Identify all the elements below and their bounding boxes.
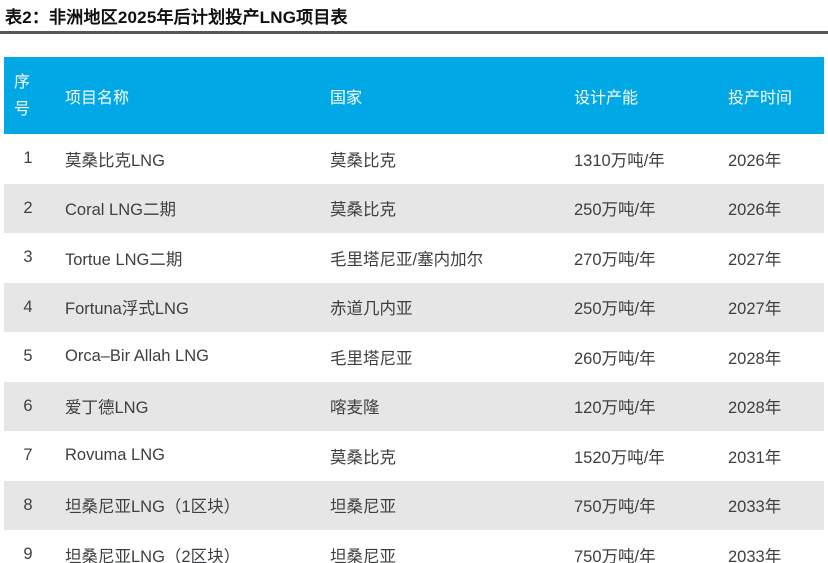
- table-row: 7 Rovuma LNG 莫桑比克 1520万吨/年 2031年: [4, 431, 824, 481]
- table-row: 8 坦桑尼亚LNG（1区块） 坦桑尼亚 750万吨/年 2033年: [4, 480, 824, 530]
- header-label-number: 序号: [14, 73, 31, 118]
- cell-country: 莫桑比克: [330, 201, 396, 220]
- cell-start-date: 2031年: [728, 448, 782, 467]
- cell-country: 坦桑尼亚: [330, 547, 396, 563]
- cell-country: 莫桑比克: [330, 151, 396, 170]
- cell-project-name: Fortuna浮式LNG: [65, 300, 189, 319]
- cell-number: 5: [23, 347, 33, 366]
- table-row: 1 莫桑比克LNG 莫桑比克 1310万吨/年 2026年: [4, 134, 824, 184]
- cell-capacity: 750万吨/年: [574, 547, 656, 563]
- cell-number: 6: [23, 396, 33, 415]
- cell-project-name: Rovuma LNG: [65, 446, 165, 465]
- cell-number: 4: [23, 297, 33, 316]
- cell-country: 莫桑比克: [330, 448, 396, 467]
- cell-capacity: 1520万吨/年: [574, 448, 665, 467]
- header-cell-start-date: 投产时间: [728, 89, 793, 107]
- cell-number: 3: [23, 248, 33, 267]
- cell-start-date: 2033年: [728, 547, 782, 563]
- cell-start-date: 2028年: [728, 349, 782, 368]
- cell-number: 1: [23, 149, 33, 168]
- table-row: 4 Fortuna浮式LNG 赤道几内亚 250万吨/年 2027年: [4, 282, 824, 332]
- cell-capacity: 260万吨/年: [574, 349, 656, 368]
- table-row: 9 坦桑尼亚LNG（2区块） 坦桑尼亚 750万吨/年 2033年: [4, 530, 824, 563]
- table-row: 2 Coral LNG二期 莫桑比克 250万吨/年 2026年: [4, 183, 824, 233]
- cell-start-date: 2027年: [728, 250, 782, 269]
- cell-project-name: 莫桑比克LNG: [65, 151, 165, 170]
- cell-project-name: 坦桑尼亚LNG（2区块）: [65, 547, 241, 563]
- cell-project-name: Coral LNG二期: [65, 201, 176, 220]
- cell-capacity: 750万吨/年: [574, 498, 656, 517]
- cell-country: 喀麦隆: [330, 399, 380, 418]
- cell-project-name: 爱丁德LNG: [65, 399, 149, 418]
- header-cell-number: 序号: [4, 57, 62, 134]
- header-cell-country: 国家: [330, 89, 363, 107]
- cell-country: 坦桑尼亚: [330, 498, 396, 517]
- table-title: 表2：非洲地区2025年后计划投产LNG项目表: [5, 8, 348, 27]
- cell-capacity: 1310万吨/年: [574, 151, 665, 170]
- cell-capacity: 250万吨/年: [574, 201, 656, 220]
- header-cell-project-name: 项目名称: [65, 89, 130, 107]
- table-row: 3 Tortue LNG二期 毛里塔尼亚/塞内加尔 270万吨/年 2027年: [4, 233, 824, 283]
- cell-country: 赤道几内亚: [330, 300, 413, 319]
- cell-country: 毛里塔尼亚/塞内加尔: [330, 250, 484, 269]
- cell-number: 2: [23, 198, 33, 217]
- cell-start-date: 2026年: [728, 151, 782, 170]
- title-divider: [0, 31, 828, 34]
- cell-capacity: 270万吨/年: [574, 250, 656, 269]
- cell-start-date: 2027年: [728, 300, 782, 319]
- cell-number: 9: [23, 545, 33, 563]
- table-row: 6 爱丁德LNG 喀麦隆 120万吨/年 2028年: [4, 381, 824, 431]
- cell-start-date: 2026年: [728, 201, 782, 220]
- cell-capacity: 250万吨/年: [574, 300, 656, 319]
- cell-project-name: 坦桑尼亚LNG（1区块）: [65, 498, 241, 517]
- lng-projects-table: 序号 项目名称 国家 设计产能 投产时间 1 莫桑比克LNG 莫桑比克 1310…: [4, 57, 824, 563]
- cell-capacity: 120万吨/年: [574, 399, 656, 418]
- cell-country: 毛里塔尼亚: [330, 349, 413, 368]
- cell-number: 7: [23, 446, 33, 465]
- table-body: 1 莫桑比克LNG 莫桑比克 1310万吨/年 2026年 2 Coral LN…: [4, 134, 824, 563]
- cell-start-date: 2033年: [728, 498, 782, 517]
- cell-project-name: Tortue LNG二期: [65, 250, 183, 269]
- cell-start-date: 2028年: [728, 399, 782, 418]
- table-header-row: 序号 项目名称 国家 设计产能 投产时间: [4, 57, 824, 134]
- cell-number: 8: [23, 495, 33, 514]
- table-row: 5 Orca–Bir Allah LNG 毛里塔尼亚 260万吨/年 2028年: [4, 332, 824, 382]
- cell-project-name: Orca–Bir Allah LNG: [65, 347, 209, 366]
- header-cell-capacity: 设计产能: [574, 89, 639, 107]
